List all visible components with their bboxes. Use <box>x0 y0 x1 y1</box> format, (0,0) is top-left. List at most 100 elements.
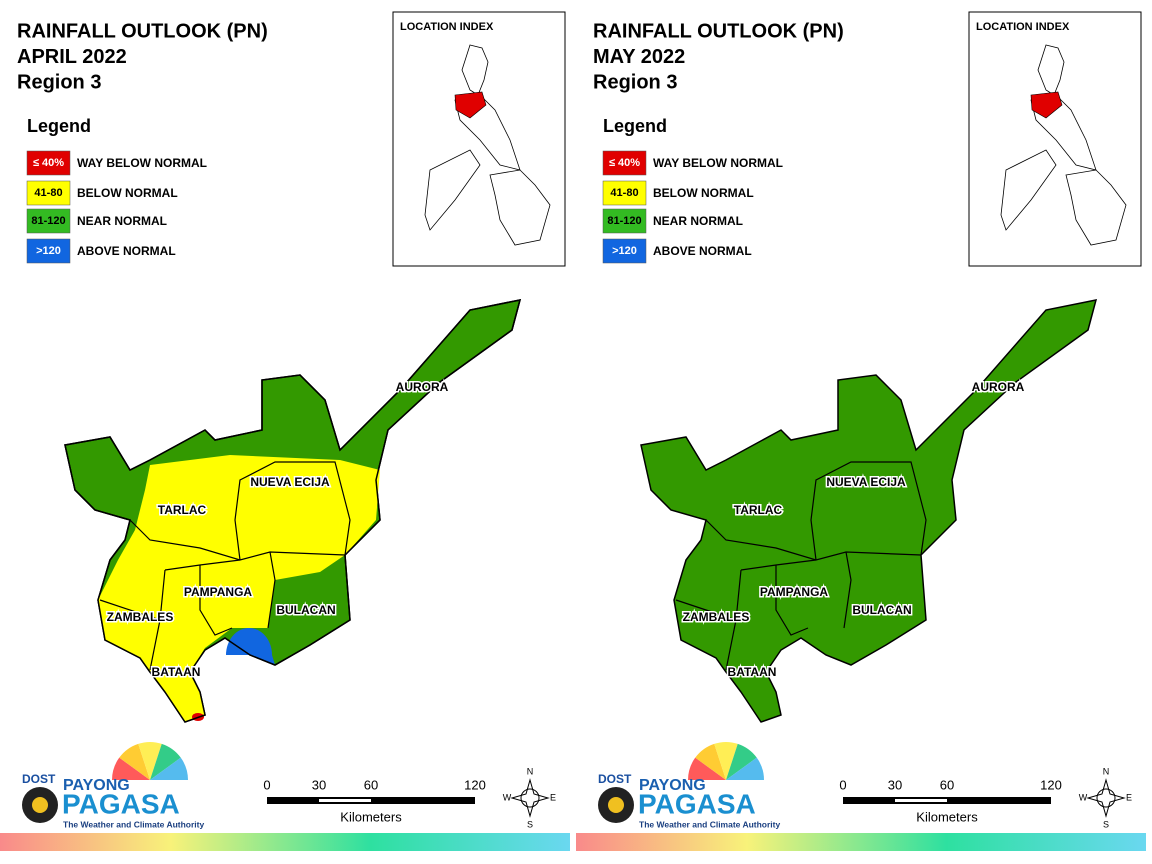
province-border <box>99 599 161 621</box>
logo-dost: DOST <box>22 772 56 786</box>
province-border <box>705 519 922 561</box>
location-index-title: LOCATION INDEX <box>400 21 494 33</box>
island-outline <box>489 169 551 246</box>
logo-seal-inner <box>32 797 48 813</box>
compass-letter: E <box>550 792 556 802</box>
legend-title: Legend <box>603 116 667 136</box>
province-label: TARLAC <box>734 503 783 517</box>
legend-key-text: 81-120 <box>31 215 65 227</box>
legend-key <box>602 208 647 234</box>
region-fill <box>640 299 1098 723</box>
umbrella-panel <box>150 743 181 780</box>
island-outline <box>1065 169 1127 246</box>
umbrella-panel <box>138 742 162 780</box>
province-border <box>129 519 346 561</box>
scale-tick: 30 <box>888 777 902 792</box>
compass-letter: S <box>527 819 533 829</box>
island-outline <box>1037 44 1065 96</box>
legend-key-text: >120 <box>612 245 637 257</box>
legend-label: NEAR NORMAL <box>77 214 167 228</box>
legend-key <box>26 180 71 206</box>
scale-tick: 0 <box>263 777 270 792</box>
province-label: NUEVA ECIJA <box>250 475 330 489</box>
color-band <box>0 833 570 851</box>
legend-label: ABOVE NORMAL <box>77 244 176 258</box>
province-label: PAMPANGA <box>760 585 829 599</box>
above-normal-zone <box>226 628 275 665</box>
province-label: TARLAC <box>158 503 207 517</box>
province-label: BULACAN <box>276 603 335 617</box>
umbrella-panel <box>112 757 150 780</box>
region-outline <box>64 299 522 723</box>
logo-dost: DOST <box>598 772 632 786</box>
logo-payong: PAYONG <box>63 777 130 794</box>
logo-seal-inner <box>608 797 624 813</box>
legend-key-text: 81-120 <box>607 215 641 227</box>
province-label: BATAAN <box>152 665 201 679</box>
compass-ring <box>1096 788 1116 808</box>
title-line: MAY 2022 <box>593 46 685 68</box>
province-label: AURORA <box>972 380 1025 394</box>
title-line: APRIL 2022 <box>17 46 127 68</box>
logo-pagasa: PAGASA <box>638 788 756 819</box>
below-normal-zone <box>98 455 380 722</box>
scale-tick: 60 <box>364 777 378 792</box>
legend-key-text: ≤ 40% <box>33 157 64 169</box>
province-border <box>234 461 351 561</box>
legend-label: WAY BELOW NORMAL <box>653 156 783 170</box>
legend-label: ABOVE NORMAL <box>653 244 752 258</box>
logo-tagline: The Weather and Climate Authority <box>639 819 780 829</box>
scale-unit: Kilometers <box>916 809 978 824</box>
legend-key-text: 41-80 <box>34 187 62 199</box>
province-label: AURORA <box>396 380 449 394</box>
compass-letter: N <box>527 766 534 776</box>
scale-unit: Kilometers <box>340 809 402 824</box>
legend-key <box>26 238 71 264</box>
scale-tick: 60 <box>940 777 954 792</box>
scale-tick: 120 <box>1040 777 1062 792</box>
logo-payong: PAYONG <box>639 777 706 794</box>
legend-title: Legend <box>27 116 91 136</box>
island-outline <box>461 44 489 96</box>
province-border <box>775 565 809 636</box>
compass-letter: S <box>1103 819 1109 829</box>
panel: RAINFALL OUTLOOK (PN) APRIL 2022 Region 3 L… <box>0 11 570 851</box>
province-label: BATAAN <box>728 665 777 679</box>
legend-key-text: 41-80 <box>610 187 638 199</box>
scale-segment <box>895 799 947 802</box>
compass-letter: W <box>1079 792 1088 802</box>
umbrella-panel <box>119 743 150 780</box>
umbrella-panel <box>714 742 738 780</box>
color-band <box>576 833 1146 851</box>
province-label: PAMPANGA <box>184 585 253 599</box>
province-border <box>267 551 276 629</box>
province-border <box>810 461 927 561</box>
logo-pagasa: PAGASA <box>62 788 180 819</box>
province-label: ZAMBALES <box>107 610 174 624</box>
province-label: BULACAN <box>852 603 911 617</box>
legend-key <box>602 238 647 264</box>
scale-tick: 0 <box>839 777 846 792</box>
umbrella-panel <box>688 757 726 780</box>
legend-key <box>26 208 71 234</box>
title-line: Region 3 <box>593 71 677 93</box>
umbrella-panel <box>726 743 757 780</box>
scale-tick: 30 <box>312 777 326 792</box>
index-highlight <box>454 91 487 119</box>
legend-key <box>602 180 647 206</box>
compass-letter: E <box>1126 792 1132 802</box>
province-border <box>843 551 852 629</box>
compass-letter: N <box>1103 766 1110 776</box>
province-border <box>675 599 737 621</box>
legend-key <box>26 150 71 176</box>
title-line: RAINFALL OUTLOOK (PN) <box>593 20 844 42</box>
title-line: RAINFALL OUTLOOK (PN) <box>17 20 268 42</box>
legend-label: BELOW NORMAL <box>653 186 754 200</box>
legend-key-text: >120 <box>36 245 61 257</box>
legend-key-text: ≤ 40% <box>609 157 640 169</box>
island-outline <box>1000 149 1057 231</box>
title-line: Region 3 <box>17 71 101 93</box>
legend-label: BELOW NORMAL <box>77 186 178 200</box>
